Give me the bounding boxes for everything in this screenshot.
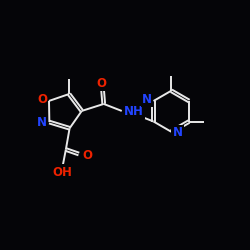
Text: NH: NH (124, 106, 144, 118)
Text: N: N (37, 116, 47, 129)
Text: O: O (96, 77, 106, 90)
Text: N: N (172, 126, 182, 140)
Text: N: N (142, 93, 152, 106)
Text: O: O (37, 93, 47, 106)
Text: OH: OH (52, 166, 72, 178)
Text: O: O (82, 149, 92, 162)
